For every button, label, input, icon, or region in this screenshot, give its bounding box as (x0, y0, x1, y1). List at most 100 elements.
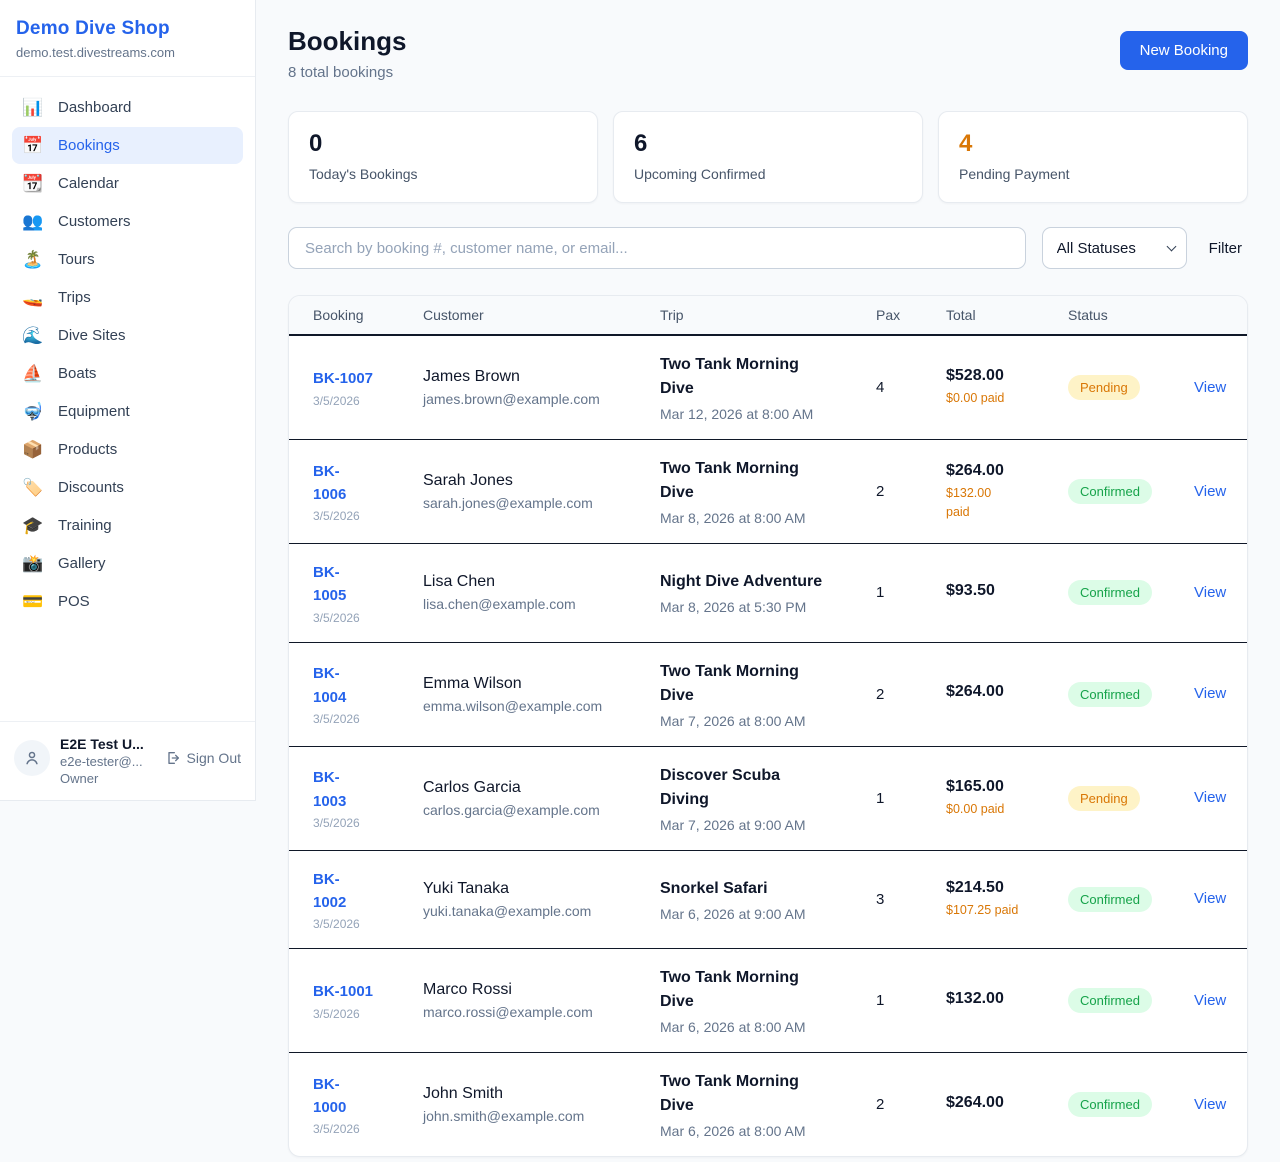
total-cell: $264.00 (946, 1094, 1068, 1116)
diving-mask-icon: 🤿 (22, 402, 44, 421)
sidebar-item-boats[interactable]: ⛵ Boats (22, 364, 97, 383)
booking-date: 3/5/2026 (313, 1122, 360, 1137)
tear-calendar-icon: 📆 (22, 174, 44, 193)
booking-date: 3/5/2026 (313, 815, 360, 830)
user-meta: E2E Test U... e2e-tester@... Owner (60, 736, 144, 786)
trip-datetime: Mar 6, 2026 at 8:00 AM (660, 1123, 806, 1139)
main-content: Bookings 8 total bookings New Booking 0 … (256, 0, 1280, 1162)
status-select[interactable]: All Statuses (1041, 227, 1187, 269)
sidebar-item-gallery[interactable]: 📸 Gallery (22, 554, 106, 573)
booking-date: 3/5/2026 (313, 1006, 360, 1021)
bookings-table: Booking Customer Trip Pax Total Status B… (288, 295, 1248, 1157)
trip-name: Two Tank Morning Dive (660, 460, 799, 501)
booking-cell: BK- 1000 3/5/2026 (313, 1073, 423, 1137)
table-row: BK-1007 3/5/2026 James Brown james.brown… (289, 336, 1247, 439)
booking-cell: BK- 1002 3/5/2026 (313, 868, 423, 932)
sidebar-item-customers[interactable]: 👥 Customers (22, 212, 131, 231)
customer-name: James Brown (423, 368, 520, 385)
stat-card-todays-bookings: 0 Today's Bookings (288, 111, 598, 203)
booking-number-link[interactable]: BK- 1005 (313, 564, 347, 605)
status-badge: Confirmed (1068, 886, 1152, 912)
sidebar-item-bookings[interactable]: 📅 Bookings (12, 127, 243, 164)
view-link[interactable]: View (1194, 789, 1227, 806)
brand-domain: demo.test.divestreams.com (16, 45, 175, 60)
search-input[interactable] (288, 227, 1026, 269)
booking-number-link[interactable]: BK- 1002 (313, 870, 347, 911)
sidebar-item-dashboard[interactable]: 📊 Dashboard (22, 98, 132, 117)
view-link[interactable]: View (1194, 482, 1227, 500)
total-cell: $264.00 (946, 683, 1068, 705)
column-header-pax: Pax (876, 307, 901, 323)
column-header-customer: Customer (423, 307, 484, 323)
booking-number-link[interactable]: BK-1001 (313, 983, 374, 1001)
user-box: E2E Test U... e2e-tester@... Owner Sign … (0, 721, 255, 800)
view-link[interactable]: View (1194, 685, 1227, 702)
actions-cell: View (1194, 584, 1226, 602)
total-amount: $528.00 (946, 367, 1004, 385)
trip-datetime: Mar 7, 2026 at 9:00 AM (660, 816, 806, 833)
avatar (14, 740, 50, 776)
customer-cell: James Brown james.brown@example.com (423, 368, 660, 407)
sidebar-item-training[interactable]: 🎓 Training (22, 516, 112, 535)
booking-number-link[interactable]: BK- 1000 (313, 1075, 347, 1116)
view-link[interactable]: View (1194, 991, 1227, 1009)
trip-cell: Snorkel Safari Mar 6, 2026 at 9:00 AM (660, 877, 876, 922)
total-cell: $132.00 (946, 990, 1068, 1012)
total-cell: $528.00 $0.00 paid (946, 367, 1068, 408)
table-row: BK- 1003 3/5/2026 Carlos Garcia carlos.g… (289, 745, 1247, 850)
sidebar-item-discounts[interactable]: 🏷️ Discounts (22, 478, 124, 497)
customer-name: John Smith (423, 1085, 504, 1102)
customer-email: carlos.garcia@example.com (423, 801, 600, 818)
pax-cell: 4 (876, 379, 885, 396)
sidebar-item-products[interactable]: 📦 Products (22, 440, 118, 459)
user-email: e2e-tester@... (60, 754, 143, 769)
table-row: BK- 1000 3/5/2026 John Smith john.smith@… (289, 1052, 1247, 1156)
booking-date: 3/5/2026 (313, 509, 360, 524)
paid-amount: $107.25 paid (946, 902, 1019, 917)
status-cell: Confirmed (1068, 580, 1194, 606)
trip-name: Snorkel Safari (660, 879, 768, 897)
booking-cell: BK- 1005 3/5/2026 (313, 561, 423, 625)
filter-button[interactable]: Filter (1203, 240, 1248, 257)
calendar-icon: 📅 (22, 136, 44, 155)
new-booking-button[interactable]: New Booking (1119, 31, 1248, 70)
booking-number-link[interactable]: BK- 1003 (313, 769, 347, 810)
table-header-row: Booking Customer Trip Pax Total Status (289, 296, 1247, 336)
actions-cell: View (1194, 685, 1226, 703)
booking-date: 3/5/2026 (313, 610, 360, 625)
trip-cell: Two Tank Morning Dive Mar 12, 2026 at 8:… (660, 353, 876, 422)
pax-cell: 1 (876, 584, 885, 602)
user-role: Owner (60, 771, 99, 786)
table-body: BK-1007 3/5/2026 James Brown james.brown… (289, 336, 1247, 1156)
total-amount: $165.00 (946, 777, 1004, 795)
view-link[interactable]: View (1194, 1095, 1227, 1113)
sidebar-item-pos[interactable]: 💳 POS (22, 592, 90, 611)
sidebar-item-tours[interactable]: 🏝️ Tours (22, 250, 95, 269)
sign-out-button[interactable]: Sign Out (165, 750, 241, 766)
actions-cell: View (1194, 789, 1226, 807)
stat-label: Upcoming Confirmed (634, 166, 766, 182)
booking-date: 3/5/2026 (313, 917, 360, 931)
sidebar-item-equipment[interactable]: 🤿 Equipment (22, 402, 130, 421)
booking-number-link[interactable]: BK- 1004 (313, 665, 347, 706)
customer-name: Yuki Tanaka (423, 879, 509, 897)
page-header: Bookings 8 total bookings New Booking (288, 26, 1248, 81)
table-row: BK- 1002 3/5/2026 Yuki Tanaka yuki.tanak… (289, 849, 1247, 949)
brand-name: Demo Dive Shop (16, 18, 170, 39)
view-link[interactable]: View (1194, 583, 1227, 601)
pax-cell: 2 (876, 685, 885, 703)
sidebar-item-trips[interactable]: 🚤 Trips (22, 288, 91, 307)
view-link[interactable]: View (1194, 378, 1227, 396)
pax-cell: 2 (876, 1096, 885, 1113)
view-link[interactable]: View (1194, 890, 1227, 908)
bar-chart-icon: 📊 (22, 98, 44, 117)
sidebar-item-dive-sites[interactable]: 🌊 Dive Sites (22, 326, 126, 345)
sidebar-item-calendar[interactable]: 📆 Calendar (22, 174, 119, 193)
booking-number-link[interactable]: BK-1007 (313, 370, 374, 388)
status-badge: Confirmed (1068, 580, 1152, 606)
actions-cell: View (1194, 1096, 1226, 1114)
table-row: BK-1001 3/5/2026 Marco Rossi marco.rossi… (289, 948, 1247, 1052)
booking-cell: BK- 1004 3/5/2026 (313, 662, 423, 726)
paid-amount: $132.00 paid (946, 485, 992, 519)
booking-number-link[interactable]: BK- 1006 (313, 462, 347, 503)
